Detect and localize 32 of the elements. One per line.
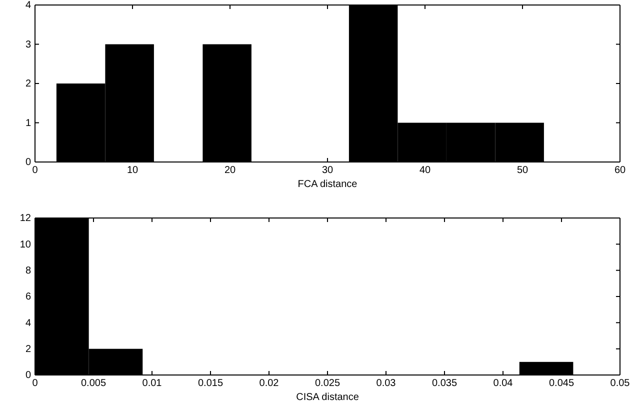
x-tick-label: 0.03 — [376, 378, 396, 390]
y-tick-label: 0 — [25, 370, 32, 382]
x-tick-label: 30 — [322, 165, 334, 176]
x-tick-label: 0 — [32, 165, 38, 176]
y-tick-label: 2 — [25, 344, 32, 356]
x-axis-title: FCA distance — [298, 179, 358, 190]
x-tick-label: 50 — [516, 165, 528, 176]
x-tick-label: 0.05 — [610, 378, 630, 390]
y-tick-label: 8 — [25, 266, 32, 277]
x-tick-label: 0.005 — [80, 378, 106, 390]
x-tick-label: 0.045 — [548, 378, 574, 390]
x-tick-label: 0.01 — [142, 378, 162, 390]
x-tick-label: 0.035 — [432, 378, 458, 390]
x-tick-label: 0 — [32, 378, 38, 390]
x-tick-label: 0.025 — [314, 378, 340, 390]
x-tick-label: 40 — [419, 165, 431, 176]
x-tick-label: 0.015 — [198, 378, 224, 390]
y-tick-label: 12 — [20, 213, 32, 224]
y-tick-label: 4 — [25, 318, 32, 329]
y-tick-label: 1 — [25, 118, 32, 129]
x-tick-label: 0.04 — [493, 378, 514, 390]
x-axis-title: CISA distance — [296, 392, 360, 401]
y-tick-label: 4 — [25, 0, 32, 12]
y-tick-label: 10 — [20, 239, 32, 250]
x-tick-label: 60 — [614, 165, 626, 176]
x-tick-label: 10 — [126, 165, 138, 176]
x-tick-label: 20 — [224, 165, 236, 176]
y-tick-label: 0 — [25, 157, 32, 168]
y-tick-label: 3 — [25, 39, 32, 50]
x-tick-label: 0.02 — [259, 378, 280, 390]
y-tick-label: 6 — [25, 292, 32, 303]
y-tick-label: 2 — [25, 78, 32, 90]
